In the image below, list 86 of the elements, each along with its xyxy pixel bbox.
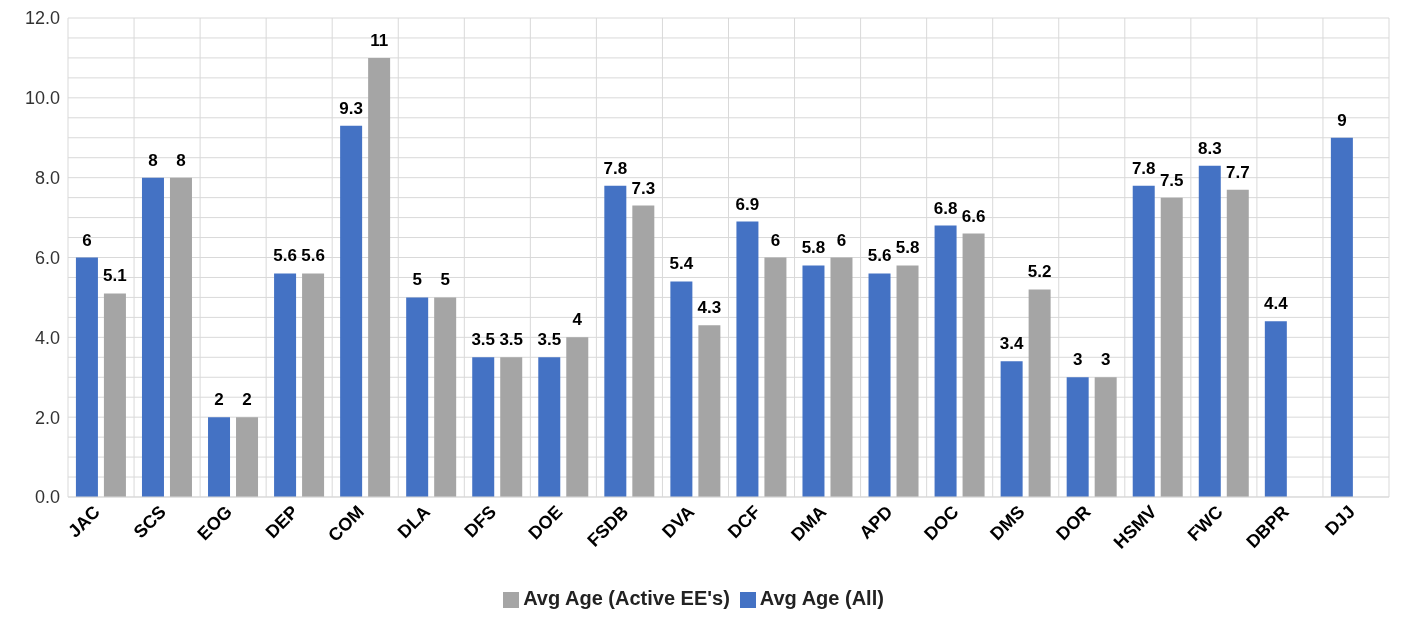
data-label: 5.8	[895, 238, 920, 258]
data-label: 7.8	[1131, 158, 1156, 178]
bar	[434, 297, 457, 497]
bar	[764, 257, 787, 497]
x-tick-label: DVA	[658, 501, 699, 542]
bar	[302, 273, 325, 497]
y-tick-label: 6.0	[34, 247, 60, 268]
bar	[538, 357, 561, 497]
bar	[1132, 185, 1155, 497]
data-label: 7.7	[1225, 162, 1250, 182]
data-label: 3	[1100, 350, 1111, 370]
data-label: 4	[572, 310, 583, 330]
data-label: 6.8	[933, 198, 958, 218]
data-label: 5.8	[801, 238, 826, 258]
y-tick-label: 0.0	[34, 487, 60, 508]
data-label: 5	[440, 270, 450, 290]
data-label: 5.1	[103, 266, 127, 286]
bar	[1160, 197, 1183, 497]
data-label: 9	[1337, 110, 1347, 130]
data-label: 4.4	[1264, 294, 1289, 314]
y-tick-label: 4.0	[34, 327, 60, 348]
bar	[340, 125, 363, 497]
bar	[1226, 189, 1249, 497]
bar	[962, 233, 985, 497]
data-label: 5.4	[669, 254, 694, 274]
data-label: 2	[214, 390, 224, 410]
data-label: 5	[412, 270, 422, 290]
data-label: 6.6	[961, 206, 986, 226]
bar	[802, 265, 825, 497]
y-tick-label: 12.0	[24, 8, 60, 29]
bar	[868, 273, 891, 497]
bar	[896, 265, 919, 497]
data-label: 8	[176, 150, 186, 170]
bar	[472, 357, 495, 497]
bar	[500, 357, 523, 497]
y-tick-label: 10.0	[24, 88, 60, 109]
bar	[169, 177, 192, 497]
data-label: 3.5	[537, 330, 562, 350]
legend-label: Avg Age (Active EE's)	[523, 587, 730, 609]
bar	[274, 273, 297, 497]
bar	[934, 225, 957, 497]
data-label: 7.5	[1159, 170, 1184, 190]
data-label: 5.2	[1027, 262, 1052, 282]
bar	[1094, 377, 1117, 497]
data-label: 7.3	[631, 178, 656, 198]
bar	[1264, 321, 1287, 497]
bar	[1066, 377, 1089, 497]
data-label: 5.6	[301, 246, 325, 266]
data-label: 7.8	[603, 158, 628, 178]
bar	[632, 205, 655, 497]
bar	[141, 177, 164, 497]
data-label: 3.5	[471, 330, 496, 350]
data-label: 2	[242, 390, 252, 410]
bar	[103, 293, 126, 497]
bar	[670, 281, 693, 497]
bar	[75, 257, 98, 497]
bar	[1028, 289, 1051, 497]
data-label: 6	[836, 230, 847, 250]
data-label: 3.5	[499, 330, 524, 350]
bar	[1198, 165, 1221, 497]
y-tick-label: 2.0	[34, 407, 60, 428]
bar	[604, 185, 627, 497]
data-label: 4.3	[697, 298, 722, 318]
data-label: 3	[1072, 350, 1083, 370]
data-label: 9.3	[339, 98, 363, 118]
bar	[208, 417, 231, 497]
data-label: 3.4	[999, 334, 1024, 354]
data-label: 8.3	[1197, 138, 1222, 158]
bar	[736, 221, 759, 497]
bar	[566, 337, 589, 497]
bar	[368, 57, 391, 497]
bar	[830, 257, 853, 497]
data-label: 11	[370, 30, 389, 50]
bar	[698, 325, 721, 497]
legend-label: Avg Age (All)	[759, 587, 884, 609]
data-label: 6.9	[735, 194, 760, 214]
data-label: 6	[82, 230, 92, 250]
y-tick-label: 8.0	[34, 168, 60, 189]
data-label: 8	[148, 150, 158, 170]
data-label: 5.6	[273, 246, 297, 266]
bar	[1000, 361, 1023, 497]
data-label: 6	[770, 230, 781, 250]
bar	[1330, 137, 1353, 497]
bar	[406, 297, 429, 497]
bar	[236, 417, 259, 497]
data-label: 5.6	[867, 246, 892, 266]
